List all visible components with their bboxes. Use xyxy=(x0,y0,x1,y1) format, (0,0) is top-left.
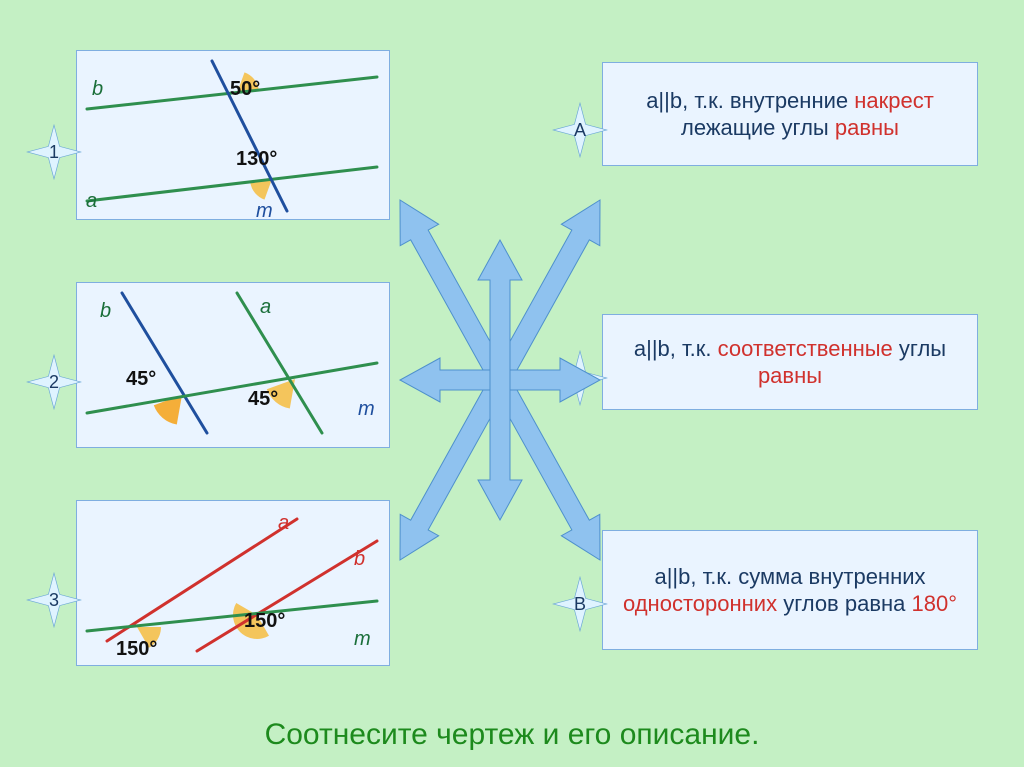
diagram-label: 150° xyxy=(116,638,157,661)
diagram-label: 45° xyxy=(248,388,278,411)
marker-label: 1 xyxy=(26,124,82,180)
answer-box-a1: a||b, т.к. внутренние накрест лежащие уг… xyxy=(602,62,978,166)
diagram-label: a xyxy=(86,190,97,213)
marker-label: 2 xyxy=(26,354,82,410)
diagram-label: a xyxy=(260,296,271,319)
answer-box-a2: a||b, т.к. соответственные углы равны xyxy=(602,314,978,410)
diagram-label: 130° xyxy=(236,148,277,171)
marker-star: 2 xyxy=(26,354,82,410)
page-title: Соотнесите чертеж и его описание. xyxy=(0,718,1024,752)
marker-star: А xyxy=(552,102,608,158)
diagram-label: 50° xyxy=(230,78,260,101)
diagram-label: 45° xyxy=(126,368,156,391)
marker-star: Б xyxy=(552,350,608,406)
diagram-panel-p2 xyxy=(76,282,390,448)
marker-label: Б xyxy=(552,350,608,406)
diagram-label: 150° xyxy=(244,610,285,633)
marker-label: А xyxy=(552,102,608,158)
marker-star: 3 xyxy=(26,572,82,628)
marker-label: 3 xyxy=(26,572,82,628)
marker-star: 1 xyxy=(26,124,82,180)
diagram-panel-p1 xyxy=(76,50,390,220)
diagram-label: m xyxy=(354,628,371,651)
diagram-label: m xyxy=(256,200,273,223)
diagram-label: b xyxy=(92,78,103,101)
diagram-label: m xyxy=(358,398,375,421)
diagram-label: a xyxy=(278,512,289,535)
marker-star: В xyxy=(552,576,608,632)
diagram-label: b xyxy=(100,300,111,323)
marker-label: В xyxy=(552,576,608,632)
answer-box-a3: a||b, т.к. сумма внутренних односторонни… xyxy=(602,530,978,650)
diagram-label: b xyxy=(354,548,365,571)
